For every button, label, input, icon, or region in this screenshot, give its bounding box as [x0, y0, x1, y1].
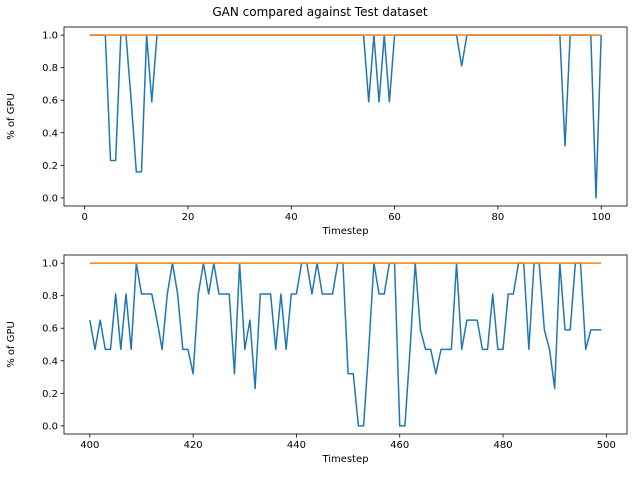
series-line-1	[89, 262, 602, 427]
x-tick-label: 460	[390, 440, 409, 451]
x-tick-label: 20	[182, 212, 195, 223]
x-axis-label: Timestep	[321, 454, 368, 465]
y-tick-label: 0.2	[42, 389, 58, 400]
y-tick-label: 0.0	[42, 193, 58, 204]
y-tick-label: 0.6	[42, 324, 58, 335]
x-tick-label: 440	[287, 440, 306, 451]
y-tick-label: 0.4	[42, 128, 58, 139]
x-tick-label: 40	[285, 212, 298, 223]
x-tick-label: 60	[388, 212, 401, 223]
x-tick-label: 400	[80, 440, 99, 451]
y-tick-label: 0.2	[42, 161, 58, 172]
figure-title: GAN compared against Test dataset	[212, 5, 428, 19]
y-tick-label: 0.0	[42, 421, 58, 432]
y-tick-label: 0.8	[42, 291, 58, 302]
x-tick-label: 480	[493, 440, 512, 451]
y-tick-label: 0.8	[42, 63, 58, 74]
y-axis-label: % of GPU	[6, 321, 17, 368]
y-tick-label: 1.0	[42, 259, 58, 270]
y-axis-label: % of GPU	[6, 93, 17, 140]
y-tick-label: 1.0	[42, 31, 58, 42]
x-tick-label: 500	[597, 440, 616, 451]
plot-frame	[63, 26, 628, 207]
bottom-subplot: 400 420 440 460 480 500 0.0 0.2 0.4 0.6 0.8 1.0 Time…	[6, 254, 628, 465]
x-tick-label: 80	[492, 212, 505, 223]
x-tick-label: 0	[81, 212, 87, 223]
top-subplot: 0 20 40 60 80 100 0.0 0.2 0.4 0.6 0.8 1.0 Timestep % …	[6, 26, 628, 237]
y-tick-label: 0.4	[42, 356, 58, 367]
y-tick-label: 0.6	[42, 96, 58, 107]
x-tick-label: 100	[592, 212, 611, 223]
x-tick-label: 420	[184, 440, 203, 451]
x-axis-label: Timestep	[321, 226, 368, 237]
plot-frame	[63, 254, 628, 435]
